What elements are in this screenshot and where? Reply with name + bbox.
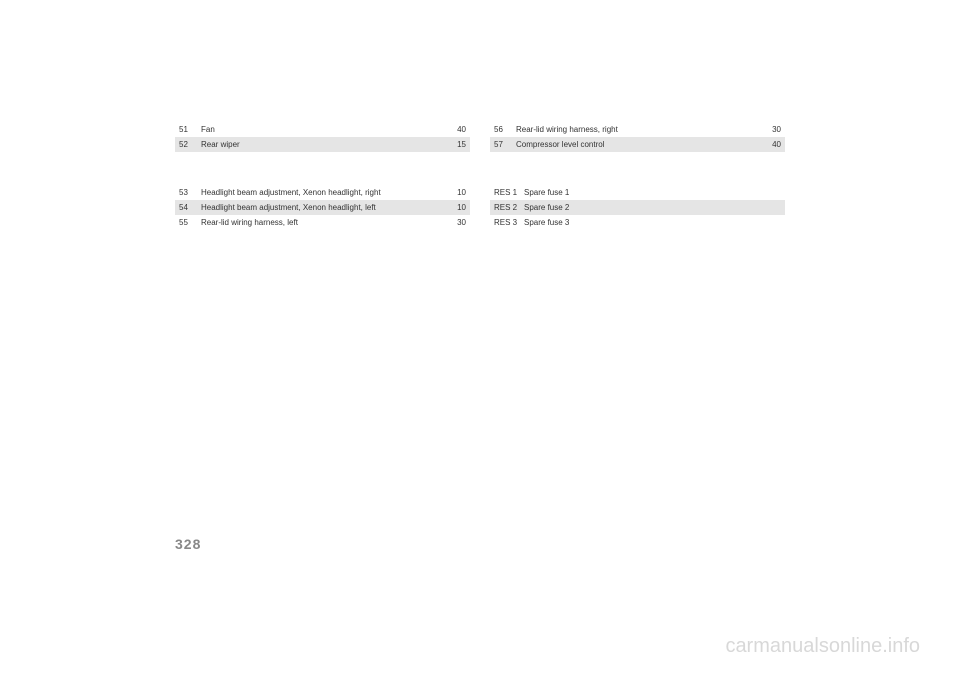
fuse-number: 52 [179,140,201,149]
fuse-description: Fan [201,125,446,134]
fuse-amperage: 30 [446,218,466,227]
reserve-description: Spare fuse 2 [524,203,781,212]
fuse-number: 55 [179,218,201,227]
row-spacer [175,152,470,185]
two-column-layout: 51 Fan 40 52 Rear wiper 15 53 Headlight … [175,122,785,230]
fuse-amperage: 10 [446,203,466,212]
fuse-amperage: 30 [761,125,781,134]
fuse-number: 57 [494,140,516,149]
fuse-description: Rear wiper [201,140,446,149]
fuse-number: 53 [179,188,201,197]
page-number: 328 [175,536,201,552]
fuse-row: 57 Compressor level control 40 [490,137,785,152]
fuse-row: 55 Rear-lid wiring harness, left 30 [175,215,470,230]
row-spacer [490,152,785,185]
left-column: 51 Fan 40 52 Rear wiper 15 53 Headlight … [175,122,470,230]
manual-page: 51 Fan 40 52 Rear wiper 15 53 Headlight … [175,122,785,552]
fuse-description: Rear-lid wiring harness, left [201,218,446,227]
fuse-row: 56 Rear-lid wiring harness, right 30 [490,122,785,137]
fuse-row: 51 Fan 40 [175,122,470,137]
right-column: 56 Rear-lid wiring harness, right 30 57 … [490,122,785,230]
fuse-row: 53 Headlight beam adjustment, Xenon head… [175,185,470,200]
reserve-number: RES 3 [494,218,524,227]
fuse-number: 56 [494,125,516,134]
fuse-amperage: 40 [761,140,781,149]
reserve-number: RES 2 [494,203,524,212]
fuse-number: 54 [179,203,201,212]
reserve-description: Spare fuse 3 [524,218,781,227]
fuse-description: Headlight beam adjustment, Xenon headlig… [201,188,446,197]
reserve-fuse-row: RES 1 Spare fuse 1 [490,185,785,200]
watermark-text: carmanualsonline.info [725,635,920,658]
reserve-number: RES 1 [494,188,524,197]
fuse-amperage: 10 [446,188,466,197]
fuse-number: 51 [179,125,201,134]
fuse-amperage: 40 [446,125,466,134]
fuse-row: 54 Headlight beam adjustment, Xenon head… [175,200,470,215]
fuse-description: Rear-lid wiring harness, right [516,125,761,134]
fuse-description: Headlight beam adjustment, Xenon headlig… [201,203,446,212]
reserve-description: Spare fuse 1 [524,188,781,197]
reserve-fuse-row: RES 2 Spare fuse 2 [490,200,785,215]
fuse-amperage: 15 [446,140,466,149]
fuse-row: 52 Rear wiper 15 [175,137,470,152]
reserve-fuse-row: RES 3 Spare fuse 3 [490,215,785,230]
fuse-description: Compressor level control [516,140,761,149]
